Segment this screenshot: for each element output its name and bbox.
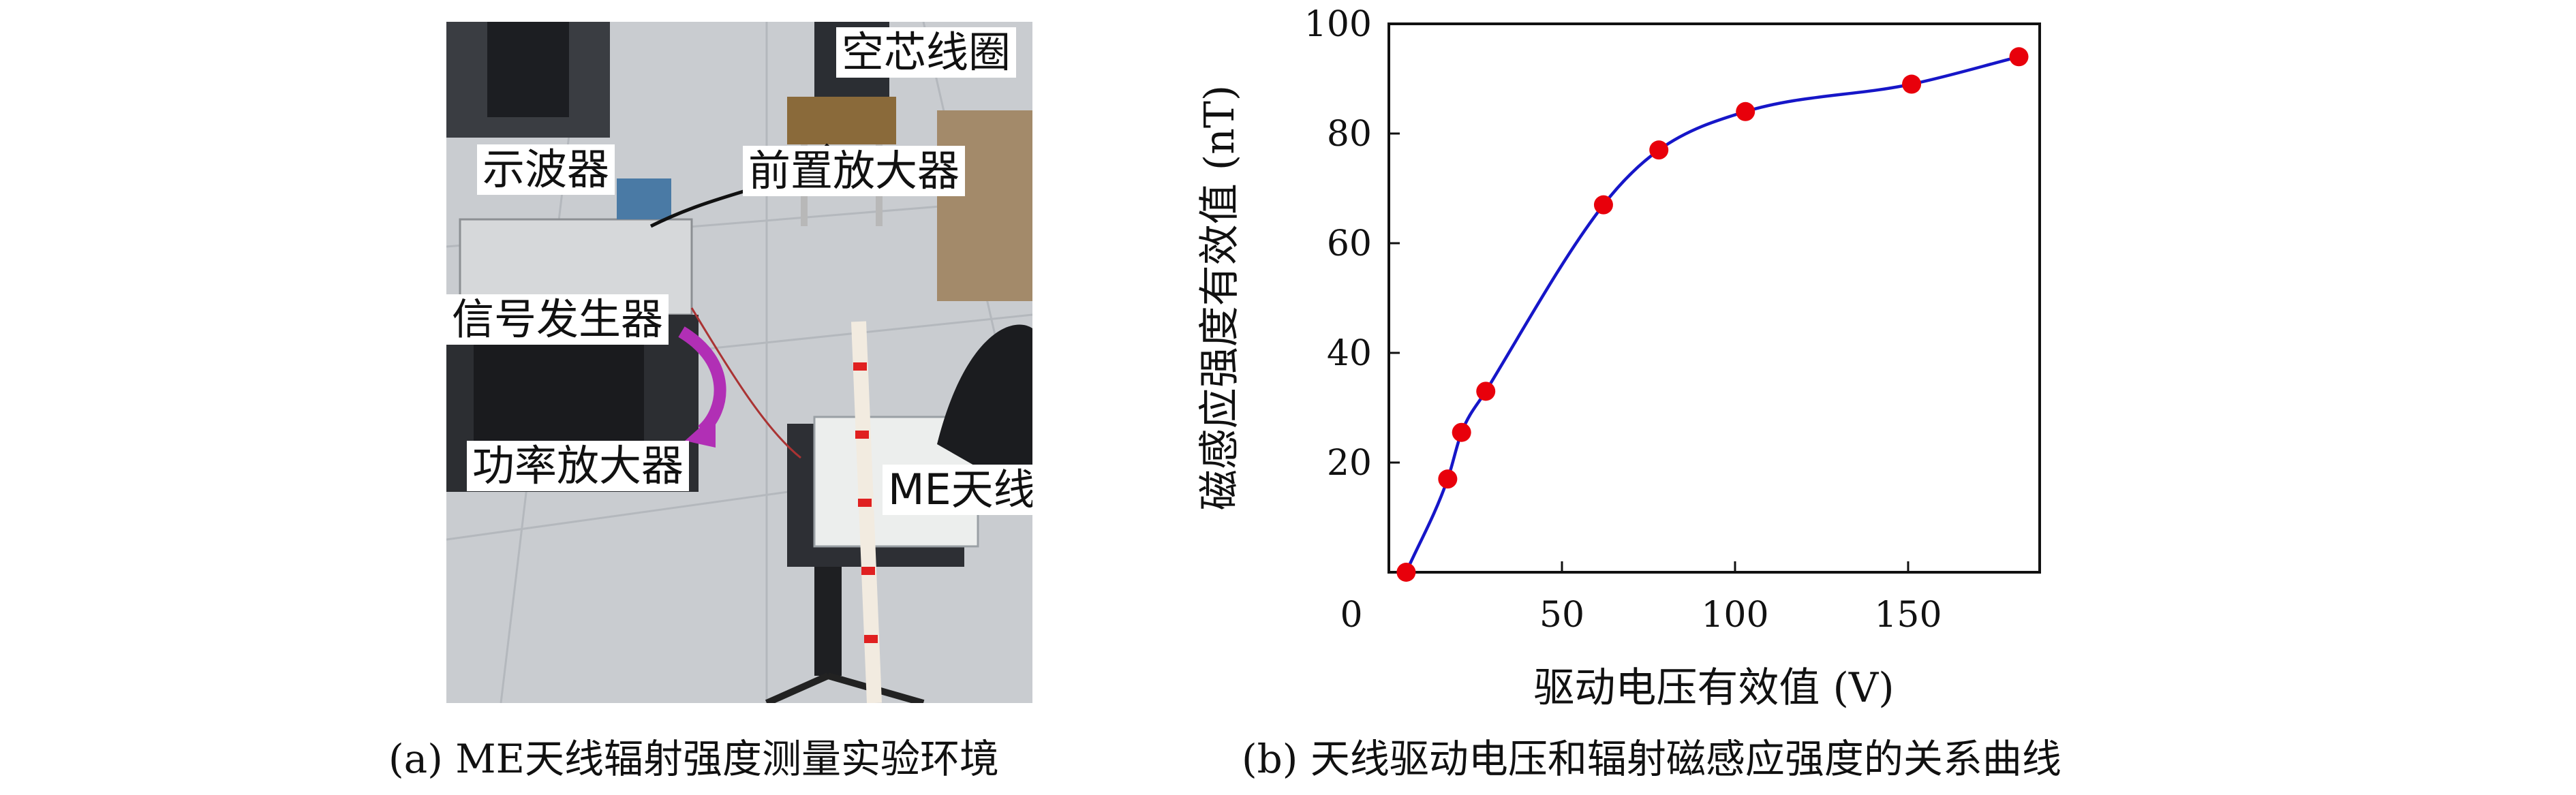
label-air-coil: 空芯线圈	[836, 27, 1017, 78]
y-tick-label: 20	[1327, 443, 1372, 484]
data-point	[1476, 381, 1496, 401]
photo-caption: (a) ME天线辐射强度测量实验环境	[388, 736, 999, 782]
series-points	[1396, 47, 2029, 582]
x-axis-title: 驱动电压有效值 (V)	[1533, 664, 1894, 712]
x-tick-label: 50	[1539, 595, 1584, 636]
label-signal-gen: 信号发生器	[446, 294, 669, 345]
data-point	[1649, 140, 1669, 160]
y-tick-label: 60	[1327, 223, 1372, 264]
experiment-photo: 空芯线圈 示波器 前置放大器 信号发生器 功率放大器 ME天线	[446, 22, 1032, 703]
data-point	[1452, 422, 1471, 442]
data-point	[1438, 469, 1458, 489]
label-oscilloscope: 示波器	[477, 144, 615, 195]
data-point	[1902, 74, 1922, 94]
y-tick-label: 100	[1304, 4, 1372, 45]
plot-frame	[1387, 22, 2041, 574]
series-curve	[1405, 55, 2020, 573]
y-tick-label: 80	[1327, 114, 1372, 155]
data-point	[1593, 195, 1613, 215]
x-tick-label: 0	[1340, 595, 1362, 636]
chart-caption: (b) 天线驱动电压和辐射磁感应强度的关系曲线	[1242, 736, 2061, 782]
label-power-amp: 功率放大器	[467, 441, 690, 491]
label-me-antenna: ME天线	[883, 465, 1032, 515]
data-point	[2009, 47, 2029, 67]
data-point	[1396, 563, 1416, 582]
axis-tick-labels: 0 50 100 150 20 40 60 80 100	[1304, 4, 1942, 636]
y-tick-label: 40	[1327, 333, 1372, 374]
x-tick-label: 150	[1874, 595, 1942, 636]
label-preamp: 前置放大器	[743, 146, 966, 196]
data-point	[1736, 102, 1755, 121]
axis-ticks	[1387, 22, 1910, 572]
y-axis-title: 磁感应强度有效值 (nT)	[1196, 85, 1244, 511]
x-tick-label: 100	[1701, 595, 1768, 636]
